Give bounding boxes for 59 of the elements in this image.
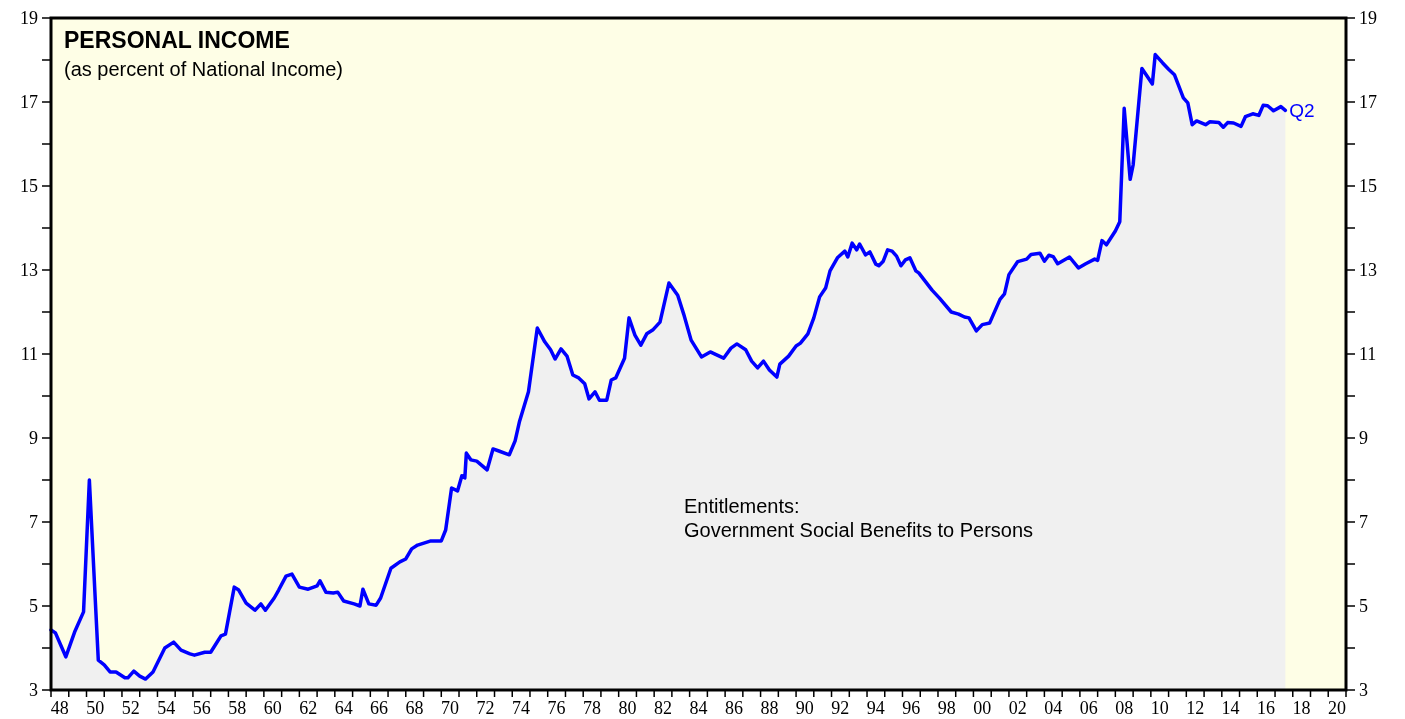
y2-tick-label: 3 (1359, 680, 1368, 700)
x-tick-label: 84 (689, 698, 708, 718)
x-tick-label: 20 (1328, 698, 1347, 718)
x-tick-label: 12 (1186, 698, 1205, 718)
x-tick-label: 90 (795, 698, 814, 718)
x-tick-label: 86 (724, 698, 743, 718)
x-tick-label: 04 (1044, 698, 1063, 718)
y-tick-label: 9 (29, 428, 38, 448)
x-tick-label: 82 (653, 698, 672, 718)
y-tick-label: 3 (29, 680, 38, 700)
y-tick-label: 17 (20, 92, 38, 112)
y-tick-label: 7 (29, 512, 38, 532)
x-tick-label: 00 (973, 698, 992, 718)
x-tick-label: 48 (50, 698, 69, 718)
x-tick-label: 58 (228, 698, 247, 718)
chart-title: PERSONAL INCOME (64, 27, 290, 53)
x-tick-label: 64 (334, 698, 353, 718)
x-tick-label: 96 (902, 698, 921, 718)
y-tick-label: 13 (20, 260, 38, 280)
x-tick-label: 72 (476, 698, 495, 718)
y2-tick-label: 7 (1359, 512, 1368, 532)
x-tick-label: 70 (441, 698, 460, 718)
y2-tick-label: 17 (1359, 92, 1377, 112)
x-tick-label: 68 (405, 698, 424, 718)
annotation: Q2 (1289, 100, 1315, 122)
x-tick-label: 10 (1150, 698, 1169, 718)
x-tick-label: 18 (1292, 698, 1311, 718)
y-tick-label: 5 (29, 596, 38, 616)
x-tick-label: 06 (1079, 698, 1098, 718)
y-tick-label: 15 (20, 176, 38, 196)
y2-tick-label: 5 (1359, 596, 1368, 616)
x-tick-label: 54 (157, 698, 176, 718)
x-tick-label: 62 (299, 698, 318, 718)
annotation: Entitlements: Government Social Benefits to Persons (684, 495, 1034, 541)
x-tick-label: 52 (121, 698, 140, 718)
x-tick-label: 80 (618, 698, 637, 718)
y2-tick-label: 15 (1359, 176, 1377, 196)
x-tick-label: 66 (370, 698, 389, 718)
x-tick-label: 94 (866, 698, 885, 718)
x-tick-label: 92 (831, 698, 850, 718)
y2-tick-label: 13 (1359, 260, 1377, 280)
x-tick-label: 08 (1115, 698, 1134, 718)
text: (as percent of National Income) (64, 58, 344, 80)
y2-tick-label: 11 (1359, 344, 1377, 364)
x-tick-label: 16 (1257, 698, 1276, 718)
y2-tick-label: 19 (1359, 8, 1377, 28)
x-tick-label: 98 (937, 698, 956, 718)
x-tick-label: 78 (582, 698, 601, 718)
y2-tick-label: 9 (1359, 428, 1368, 448)
x-tick-label: 74 (512, 698, 531, 718)
x-tick-label: 88 (760, 698, 779, 718)
x-tick-label: 76 (547, 698, 566, 718)
x-tick-label: 02 (1008, 698, 1027, 718)
y-tick-label: 19 (20, 8, 38, 28)
x-tick-label: 56 (192, 698, 211, 718)
x-tick-label: 60 (263, 698, 282, 718)
y-tick-label: 11 (20, 344, 38, 364)
x-tick-label: 14 (1221, 698, 1240, 718)
x-tick-label: 50 (86, 698, 105, 718)
